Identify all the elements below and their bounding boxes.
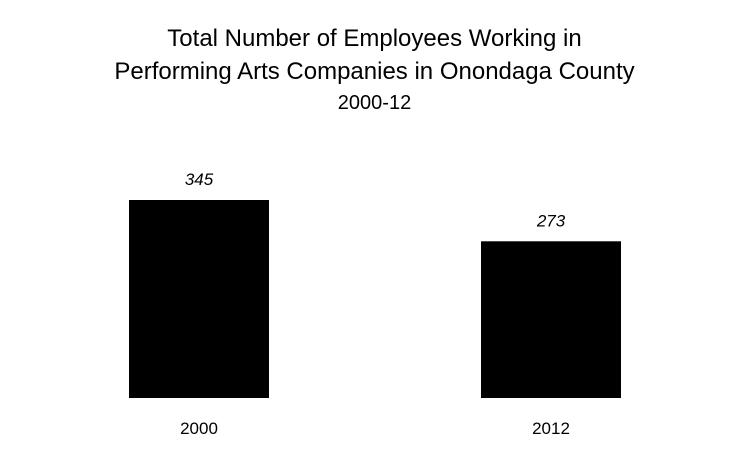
chart-title-line-2: Performing Arts Companies in Onondaga Co…	[114, 58, 635, 85]
chart-subtitle: 2000-12	[337, 92, 412, 114]
data-label-2012: 273	[536, 211, 566, 230]
data-label-2000: 345	[185, 170, 214, 189]
category-label-2000: 2000	[180, 419, 218, 438]
category-label-2012: 2012	[532, 419, 570, 438]
chart-title: Total Number of Employees Working in Per…	[0, 22, 749, 118]
bar-2000	[129, 200, 269, 398]
chart-title-line-1: Total Number of Employees Working in	[167, 25, 582, 52]
bar-2012	[481, 241, 621, 398]
